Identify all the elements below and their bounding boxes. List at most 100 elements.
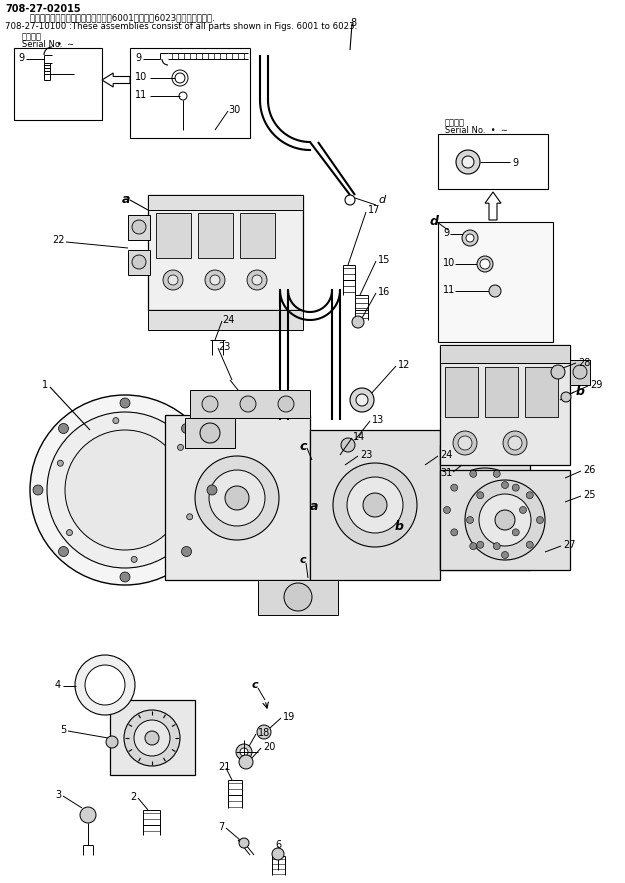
Circle shape	[495, 510, 515, 530]
Circle shape	[181, 424, 191, 434]
Bar	[185, 418, 235, 448]
Text: 9: 9	[443, 228, 449, 238]
Circle shape	[59, 424, 69, 434]
Circle shape	[501, 552, 509, 559]
Bar	[440, 445, 530, 570]
Circle shape	[240, 748, 248, 756]
Circle shape	[257, 725, 271, 739]
Text: 25: 25	[583, 490, 596, 500]
Text: 23: 23	[218, 342, 231, 352]
Circle shape	[205, 270, 225, 290]
Circle shape	[453, 431, 477, 455]
Circle shape	[526, 492, 533, 499]
Text: 11: 11	[135, 90, 148, 100]
Circle shape	[177, 444, 184, 450]
Circle shape	[341, 438, 355, 452]
Text: 9: 9	[135, 53, 141, 63]
Circle shape	[465, 480, 545, 560]
Circle shape	[106, 736, 118, 748]
Circle shape	[65, 430, 185, 550]
Text: a: a	[122, 193, 131, 206]
Text: 1: 1	[42, 380, 48, 390]
Text: 2: 2	[130, 792, 136, 802]
Text: 24: 24	[222, 315, 234, 325]
Bar	[148, 195, 303, 210]
Text: 9: 9	[18, 53, 24, 63]
Bar	[440, 345, 570, 465]
Circle shape	[479, 494, 531, 546]
Circle shape	[168, 275, 178, 285]
Circle shape	[477, 541, 484, 548]
Bar	[258, 580, 338, 615]
Bar	[440, 345, 570, 363]
Text: 4: 4	[55, 680, 61, 690]
Text: 10: 10	[443, 258, 455, 268]
Circle shape	[200, 423, 220, 443]
Circle shape	[456, 150, 480, 174]
Text: b: b	[395, 520, 404, 533]
Bar	[148, 195, 303, 310]
Bar	[570, 360, 590, 385]
Text: 26: 26	[583, 465, 596, 475]
Text: 11: 11	[443, 285, 455, 295]
Circle shape	[120, 572, 130, 582]
Circle shape	[202, 396, 218, 412]
Circle shape	[470, 471, 477, 478]
Text: これらのアセンブリの構成部品は第6001図から第6023図まで含みます.: これらのアセンブリの構成部品は第6001図から第6023図まで含みます.	[5, 13, 215, 22]
Text: Serial No.: Serial No.	[22, 40, 62, 49]
Circle shape	[512, 529, 519, 536]
Circle shape	[573, 365, 587, 379]
Circle shape	[278, 396, 294, 412]
Bar	[148, 310, 303, 330]
Circle shape	[225, 486, 249, 510]
Circle shape	[508, 436, 522, 450]
Circle shape	[347, 477, 403, 533]
Text: 19: 19	[283, 712, 295, 722]
Circle shape	[363, 493, 387, 517]
Circle shape	[163, 270, 183, 290]
Text: b: b	[576, 385, 585, 398]
Text: 28: 28	[578, 358, 591, 368]
Text: 12: 12	[398, 360, 411, 370]
Text: 24: 24	[440, 450, 452, 460]
Polygon shape	[102, 73, 130, 87]
Circle shape	[252, 275, 262, 285]
Circle shape	[451, 484, 458, 491]
Circle shape	[473, 498, 497, 522]
Circle shape	[131, 556, 137, 562]
Circle shape	[350, 388, 374, 412]
Circle shape	[501, 481, 509, 488]
Text: c: c	[300, 440, 308, 453]
Circle shape	[477, 256, 493, 272]
Text: 30: 30	[228, 105, 240, 115]
Circle shape	[181, 547, 191, 556]
Circle shape	[466, 517, 474, 524]
Circle shape	[120, 398, 130, 408]
Circle shape	[480, 259, 490, 269]
Circle shape	[536, 517, 544, 524]
Bar	[525, 367, 558, 417]
Circle shape	[85, 665, 125, 705]
Bar	[198, 213, 233, 258]
Circle shape	[470, 543, 477, 549]
Bar	[240, 213, 275, 258]
Circle shape	[75, 655, 135, 715]
Bar	[156, 213, 191, 258]
Text: d: d	[430, 215, 439, 228]
Bar	[128, 215, 150, 240]
Text: 13: 13	[372, 415, 384, 425]
Circle shape	[145, 731, 159, 745]
Circle shape	[443, 468, 527, 552]
Circle shape	[58, 460, 63, 466]
Text: 7: 7	[218, 822, 224, 832]
Circle shape	[207, 485, 217, 495]
Text: 17: 17	[368, 205, 381, 215]
Circle shape	[113, 418, 119, 424]
Circle shape	[458, 436, 472, 450]
Bar	[128, 250, 150, 275]
Circle shape	[451, 529, 458, 536]
Text: •  ∼: • ∼	[57, 40, 74, 49]
Text: 708-27-10100 :These assemblies consist of all parts shown in Figs. 6001 to 6023.: 708-27-10100 :These assemblies consist o…	[5, 22, 357, 31]
Bar	[14, 48, 102, 120]
Circle shape	[247, 270, 267, 290]
